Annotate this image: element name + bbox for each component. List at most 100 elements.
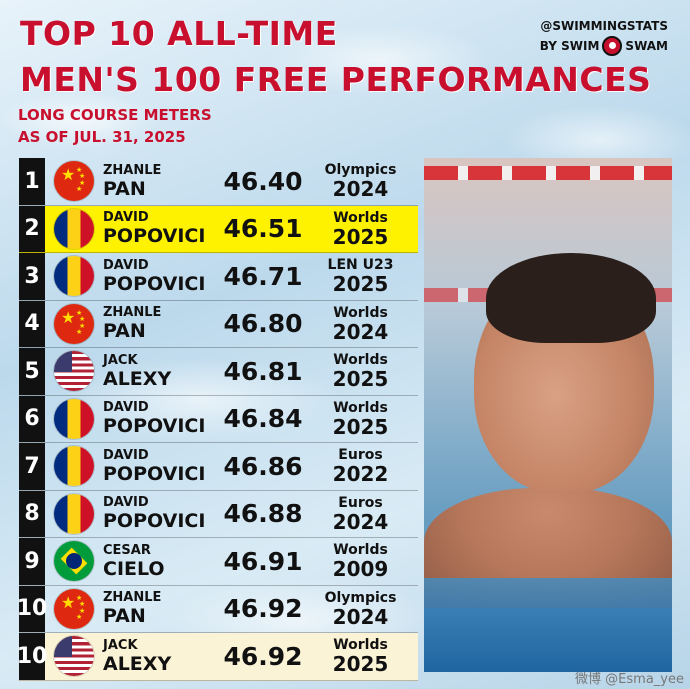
swimmer-name: DAVID POPOVICI <box>103 401 223 436</box>
swim-time: 46.92 <box>223 594 303 624</box>
table-row: 4 ★ ★ ★ ★ ★ ZHANLE PAN 46.80 Worlds 2024 <box>19 300 418 348</box>
brand-block: @SWIMMINGSTATS BY SWIM SWAM <box>540 16 668 56</box>
swimmer-name: JACK ALEXY <box>103 639 223 674</box>
romania-flag-icon <box>54 208 94 249</box>
meet-year: 2024 <box>332 319 389 344</box>
meet-year: 2024 <box>332 509 389 534</box>
lane-rope <box>424 166 672 180</box>
meet-name: Olympics <box>324 162 397 179</box>
meet-year: 2025 <box>332 652 389 677</box>
last-name: ALEXY <box>103 367 172 390</box>
swim-time: 46.84 <box>223 404 303 434</box>
swim-time: 46.86 <box>223 451 303 481</box>
romania-flag-icon <box>54 446 94 487</box>
first-name: DAVID <box>103 495 149 511</box>
table-row: 2 DAVID POPOVICI 46.51 Worlds 2025 <box>19 205 418 253</box>
last-name: CIELO <box>103 557 165 580</box>
meet-info: Olympics 2024 <box>303 163 418 199</box>
swimmer-photo <box>424 158 672 672</box>
china-flag-icon: ★ ★ ★ ★ ★ <box>54 303 94 344</box>
swimswam-logo-icon <box>602 36 623 56</box>
first-name: ZHANLE <box>103 305 162 321</box>
swimmer-hair <box>486 253 656 343</box>
rank-number: 8 <box>19 490 45 537</box>
rank-number: 5 <box>19 348 45 395</box>
rank-number: 10 <box>17 633 47 680</box>
first-name: ZHANLE <box>103 590 162 606</box>
romania-flag-icon <box>54 256 94 297</box>
china-flag-icon: ★ ★ ★ ★ ★ <box>54 588 94 629</box>
watermark: 微博 @Esma_yee <box>575 672 684 687</box>
meet-info: Worlds 2025 <box>303 638 418 674</box>
swim-time: 46.51 <box>223 214 303 244</box>
meet-year: 2025 <box>332 224 389 249</box>
table-row: 6 DAVID POPOVICI 46.84 Worlds 2025 <box>19 395 418 443</box>
meet-info: Olympics 2024 <box>303 591 418 627</box>
table-row: 3 DAVID POPOVICI 46.71 LEN U23 2025 <box>19 253 418 301</box>
first-name: CESAR <box>103 542 151 558</box>
swim-time: 46.91 <box>223 546 303 576</box>
last-name: ALEXY <box>103 652 172 675</box>
brand-byline: BY SWIM SWAM <box>540 36 668 56</box>
rank-number: 6 <box>19 395 45 442</box>
meet-name: LEN U23 <box>327 257 394 274</box>
rank-number: 1 <box>19 158 45 205</box>
meet-name: Euros <box>338 447 383 464</box>
china-flag-icon: ★ ★ ★ ★ ★ <box>54 161 94 202</box>
page-title-line2: MEN'S 100 FREE PERFORMANCES <box>20 60 652 99</box>
meet-year: 2025 <box>332 414 389 439</box>
meet-name: Worlds <box>333 304 388 321</box>
last-name: POPOVICI <box>103 510 206 533</box>
meet-info: Worlds 2025 <box>303 211 418 247</box>
swimmer-name: ZHANLE PAN <box>103 306 223 341</box>
swim-time: 46.92 <box>223 641 303 671</box>
table-row: 1 ★ ★ ★ ★ ★ ZHANLE PAN 46.40 Olympics 2024 <box>19 158 418 206</box>
meet-name: Worlds <box>333 637 388 654</box>
last-name: POPOVICI <box>103 225 206 248</box>
romania-flag-icon <box>54 398 94 439</box>
date-subtitle: AS OF JUL. 31, 2025 <box>18 128 186 146</box>
last-name: POPOVICI <box>103 272 206 295</box>
usa-flag-icon <box>54 636 94 677</box>
usa-flag-icon <box>54 351 94 392</box>
rank-number: 7 <box>19 443 45 490</box>
meet-info: LEN U23 2025 <box>303 258 418 294</box>
swim-time: 46.71 <box>223 261 303 291</box>
meet-name: Worlds <box>333 542 388 559</box>
table-row: 10 ★ ★ ★ ★ ★ ZHANLE PAN 46.92 Olympics 2024 <box>17 585 418 633</box>
swimmer-name: ZHANLE PAN <box>103 164 223 199</box>
swimmer-name: DAVID POPOVICI <box>103 211 223 246</box>
first-name: JACK <box>103 637 138 653</box>
meet-name: Euros <box>338 494 383 511</box>
meet-info: Worlds 2025 <box>303 401 418 437</box>
table-row: 8 DAVID POPOVICI 46.88 Euros 2024 <box>19 490 418 538</box>
first-name: JACK <box>103 352 138 368</box>
brand-swam-text: SWAM <box>625 39 668 53</box>
rankings-table: 1 ★ ★ ★ ★ ★ ZHANLE PAN 46.40 Olympics 2024 2 DAVID PO… <box>17 158 418 681</box>
meet-year: 2024 <box>332 604 389 629</box>
last-name: POPOVICI <box>103 462 206 485</box>
meet-name: Worlds <box>333 209 388 226</box>
last-name: PAN <box>103 605 146 628</box>
meet-name: Olympics <box>324 589 397 606</box>
swimmer-name: DAVID POPOVICI <box>103 496 223 531</box>
swimmer-name: ZHANLE PAN <box>103 591 223 626</box>
first-name: DAVID <box>103 257 149 273</box>
first-name: DAVID <box>103 400 149 416</box>
meet-info: Worlds 2024 <box>303 306 418 342</box>
meet-name: Worlds <box>333 399 388 416</box>
rank-number: 10 <box>17 585 47 632</box>
swim-time: 46.80 <box>223 309 303 339</box>
swim-time: 46.88 <box>223 499 303 529</box>
swimmer-name: JACK ALEXY <box>103 354 223 389</box>
table-row: 5 JACK ALEXY 46.81 Worlds 2025 <box>19 348 418 396</box>
last-name: POPOVICI <box>103 415 206 438</box>
page-title-line1: TOP 10 ALL-TIME <box>20 14 338 53</box>
rank-number: 9 <box>19 538 45 585</box>
rank-number: 3 <box>19 253 45 300</box>
meet-info: Euros 2024 <box>303 496 418 532</box>
first-name: ZHANLE <box>103 162 162 178</box>
table-row: 9 CESAR CIELO 46.91 Worlds 2009 <box>19 538 418 586</box>
swim-time: 46.81 <box>223 356 303 386</box>
meet-info: Euros 2022 <box>303 448 418 484</box>
